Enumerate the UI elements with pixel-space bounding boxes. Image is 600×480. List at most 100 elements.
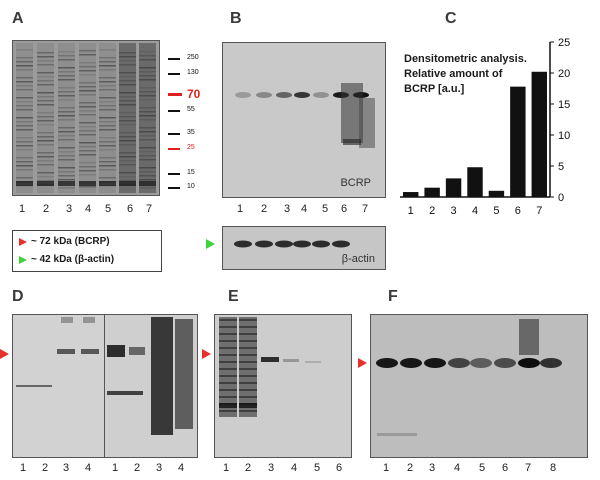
- green-arrow-icon: [206, 239, 215, 249]
- panel-label-f: F: [388, 288, 398, 305]
- f-lane-6: 6: [502, 462, 509, 474]
- x-tick-label: 3: [451, 205, 457, 215]
- f-lane-7: 7: [525, 462, 532, 474]
- f-lane-8: 8: [550, 462, 557, 474]
- d-right-lane-4: 4: [178, 462, 185, 474]
- bar-3: [445, 178, 462, 197]
- blot-b-image: [235, 83, 375, 148]
- a-lane-1: 1: [19, 203, 26, 215]
- red-arrow-icon: [202, 349, 211, 359]
- blot-f: [370, 314, 588, 458]
- a-lane-4: 4: [85, 203, 92, 215]
- y-tick-label: 5: [558, 161, 564, 173]
- ladder-band: [168, 173, 180, 175]
- x-tick-label: 4: [472, 205, 478, 215]
- d-right-lane-2: 2: [134, 462, 141, 474]
- ladder-band: [168, 148, 180, 150]
- f-lane-4: 4: [454, 462, 461, 474]
- gel-lane: [37, 43, 54, 193]
- blot-d-left: [12, 314, 106, 458]
- blot-f-image: [376, 319, 562, 436]
- gel-a-image: [13, 41, 159, 195]
- ladder-label-10: 10: [187, 183, 195, 190]
- e-lane-4: 4: [291, 462, 298, 474]
- e-lane-6: 6: [336, 462, 343, 474]
- b-lane-5: 5: [322, 203, 329, 215]
- b-lane-7: 7: [362, 203, 369, 215]
- b-lane-1: 1: [237, 203, 244, 215]
- e-lane-3: 3: [268, 462, 275, 474]
- blot-e-image: [219, 317, 321, 417]
- ladder-band: [168, 133, 180, 135]
- d-right-lane-1: 1: [112, 462, 119, 474]
- gel-lane: [58, 43, 75, 193]
- a-lane-7: 7: [146, 203, 153, 215]
- actin-label: β-actin: [341, 253, 375, 265]
- y-tick-label: 15: [558, 99, 570, 111]
- f-lane-3: 3: [429, 462, 436, 474]
- bar-2: [424, 187, 440, 197]
- x-tick-label: 1: [408, 205, 414, 215]
- red-arrow-icon: [0, 349, 9, 359]
- b-lane-6: 6: [341, 203, 348, 215]
- ladder-label-35: 35: [187, 129, 195, 136]
- f-lane-2: 2: [407, 462, 414, 474]
- blot-b-label: BCRP: [340, 177, 371, 189]
- blot-e: [214, 314, 352, 458]
- y-tick-label: 10: [558, 130, 570, 142]
- ladder-band: [168, 58, 180, 60]
- actin-blot-image: [234, 240, 350, 248]
- e-lane-2: 2: [245, 462, 252, 474]
- bar-4: [467, 167, 483, 197]
- legend-box: ~ 72 kDa (BCRP) ~ 42 kDa (β-actin): [12, 230, 162, 272]
- a-lane-5: 5: [105, 203, 112, 215]
- d-right-lane-3: 3: [156, 462, 163, 474]
- panel-label-b: B: [230, 10, 242, 27]
- green-arrow-icon: [19, 256, 27, 264]
- bar-1: [403, 192, 419, 197]
- bar-7: [531, 71, 547, 197]
- ladder-label-130: 130: [187, 69, 199, 76]
- blot-b-actin: β-actin: [222, 226, 386, 270]
- legend-item-bcrp: ~ 72 kDa (BCRP): [31, 236, 110, 247]
- ladder-label-250: 250: [187, 54, 199, 61]
- panel-label-c: C: [445, 10, 457, 27]
- ladder-band: [168, 187, 180, 189]
- d-left-lane-1: 1: [20, 462, 27, 474]
- x-tick-label: 6: [515, 205, 521, 215]
- a-lane-2: 2: [43, 203, 50, 215]
- b-lane-2: 2: [261, 203, 268, 215]
- d-left-lane-3: 3: [63, 462, 70, 474]
- x-tick-label: 5: [493, 205, 499, 215]
- ladder-label-55: 55: [187, 106, 195, 113]
- f-lane-1: 1: [383, 462, 390, 474]
- chart-title-text: Densitometric analysis. Relative amount …: [404, 53, 527, 95]
- ladder-band: [168, 93, 182, 96]
- d-left-lane-2: 2: [42, 462, 49, 474]
- blot-b-bcrp: BCRP: [222, 42, 386, 198]
- bar-6: [510, 86, 526, 197]
- bar-5: [488, 190, 505, 197]
- x-tick-label: 2: [429, 205, 435, 215]
- blot-d-right: [104, 314, 198, 458]
- chart-title: Densitometric analysis. Relative amount …: [404, 52, 534, 97]
- b-lane-3: 3: [284, 203, 291, 215]
- ladder-label-25: 25: [187, 144, 195, 151]
- y-tick-label: 0: [558, 192, 564, 204]
- ladder-band: [168, 73, 180, 75]
- blot-d-right-image: [107, 317, 193, 435]
- panel-label-e: E: [228, 288, 239, 305]
- a-lane-6: 6: [127, 203, 134, 215]
- panel-label-a: A: [12, 10, 24, 27]
- red-arrow-icon: [19, 238, 27, 246]
- bar-chart: 0 5 10 15 20 25 1 2 3 4 5 6 7: [400, 37, 570, 215]
- ladder-band: [168, 110, 180, 112]
- d-left-lane-4: 4: [85, 462, 92, 474]
- e-lane-5: 5: [314, 462, 321, 474]
- ladder-label-15: 15: [187, 169, 195, 176]
- panel-label-d: D: [12, 288, 24, 305]
- e-lane-1: 1: [223, 462, 230, 474]
- red-arrow-icon: [358, 358, 367, 368]
- f-lane-5: 5: [479, 462, 486, 474]
- y-tick-label: 20: [558, 68, 570, 80]
